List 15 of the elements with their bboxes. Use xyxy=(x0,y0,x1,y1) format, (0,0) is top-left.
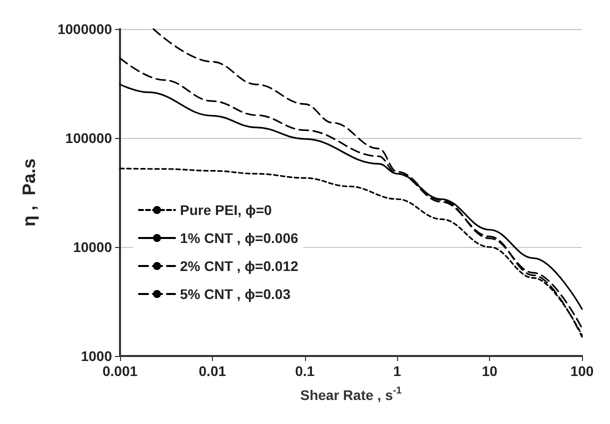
x-tick-label: 10 xyxy=(482,363,498,379)
y-tick-label: 10000 xyxy=(73,239,112,255)
x-tick-label: 1 xyxy=(393,363,402,379)
legend-label: 2% CNT , ϕ=0.012 xyxy=(180,258,298,274)
x-tick-label: 0.001 xyxy=(102,363,138,379)
x-tick-label: 100 xyxy=(570,363,594,379)
legend-label: Pure PEI, ϕ=0 xyxy=(180,202,272,218)
x-tick-label: 0.01 xyxy=(198,363,226,379)
legend-label: 1% CNT , ϕ=0.006 xyxy=(180,230,298,246)
y-tick-label: 1000 xyxy=(80,348,112,364)
y-tick-label: 100000 xyxy=(65,130,112,146)
legend-label: 5% CNT , ϕ=0.03 xyxy=(180,286,291,302)
y-axis-title: η , Pa.s xyxy=(19,158,39,227)
x-tick-label: 0.1 xyxy=(295,363,315,379)
y-tick-label: 1000000 xyxy=(57,21,112,37)
